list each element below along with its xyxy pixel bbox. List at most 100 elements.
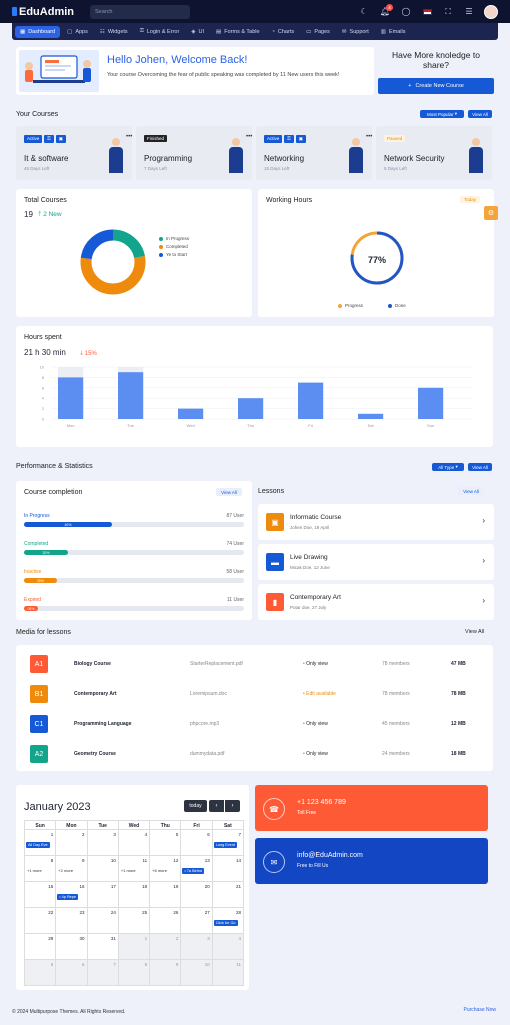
calendar-day[interactable]: 6 xyxy=(56,960,88,986)
calendar-day[interactable]: 12 +6 more xyxy=(150,856,182,882)
calendar-day[interactable]: 10 xyxy=(87,856,119,882)
media-row[interactable]: B1 Contemporary Art Loremipsum.doc • Edit a… xyxy=(16,680,493,710)
calendar-more-link[interactable]: +6 more xyxy=(152,868,167,873)
bar[interactable] xyxy=(58,377,84,419)
calendar-day[interactable]: 10 xyxy=(181,960,213,986)
nav-widgets[interactable]: ☷ Widgets xyxy=(95,26,133,38)
moon-icon[interactable]: ☾ xyxy=(360,7,368,16)
bar[interactable] xyxy=(118,372,144,419)
lesson-item[interactable]: ▬ Live Drawing Micak Doe, 12 June › xyxy=(258,544,494,580)
image-icon[interactable]: ▣ xyxy=(295,135,306,143)
calendar-day[interactable]: 9 xyxy=(150,960,182,986)
calendar-event[interactable]: • 7a Birthd xyxy=(182,868,205,874)
calendar-day[interactable]: 22 xyxy=(25,908,57,934)
calendar-day[interactable]: 6 xyxy=(181,830,213,856)
calendar-event[interactable]: All Day Eve xyxy=(26,842,50,848)
calendar-event[interactable]: • 4p Repe xyxy=(57,894,79,900)
app-logo[interactable]: EduAdmin xyxy=(12,6,90,18)
course-card[interactable]: Active ⚿ ▣ It & software 45 Days Left ••• xyxy=(16,126,132,180)
calendar-day[interactable]: 7 xyxy=(87,960,119,986)
nav-emails[interactable]: ▥ Emails xyxy=(376,26,411,38)
calendar-day[interactable]: 3 xyxy=(181,934,213,960)
more-options-icon[interactable]: ••• xyxy=(246,134,253,140)
lock-icon[interactable]: ⚿ xyxy=(44,135,54,143)
bar[interactable] xyxy=(178,408,204,419)
calendar-day[interactable]: 5 xyxy=(150,830,182,856)
bar[interactable] xyxy=(358,413,384,419)
most-popular-dropdown[interactable]: Most Popular ▾ xyxy=(420,110,464,118)
calendar-day[interactable]: 2 xyxy=(56,830,88,856)
calendar-more-link[interactable]: +2 more xyxy=(58,868,74,873)
calendar-day[interactable]: 9 +2 more xyxy=(56,856,88,882)
calendar-day[interactable]: 3 xyxy=(87,830,119,856)
nav-forms-table[interactable]: ▤ Forms & Table xyxy=(211,26,265,38)
courses-view-all-button[interactable]: View All xyxy=(468,110,492,118)
chevron-right-icon[interactable]: › xyxy=(482,516,485,525)
search-input[interactable]: Search xyxy=(90,4,190,19)
calendar-more-link[interactable]: +1 more xyxy=(120,868,136,873)
course-card[interactable]: Paused Network Security 5 Days Left xyxy=(376,126,492,180)
avatar[interactable] xyxy=(484,4,498,19)
course-card[interactable]: Finished Programming 7 Days Left ••• xyxy=(136,126,252,180)
lock-icon[interactable]: ⚿ xyxy=(284,135,294,143)
calendar-day[interactable]: 1 xyxy=(118,934,151,960)
media-row[interactable]: A1 Biology Course StarterReplacement.pdf • … xyxy=(16,650,493,680)
lessons-view-all-button[interactable]: View All xyxy=(458,487,484,495)
create-course-button[interactable]: + Create New Course xyxy=(378,78,494,94)
today-filter[interactable]: Today xyxy=(460,196,481,203)
calendar-day[interactable]: 28 Click for Go xyxy=(212,908,244,934)
calendar-more-link[interactable]: +1 more xyxy=(27,868,42,873)
calendar-day[interactable]: 20 xyxy=(181,882,213,908)
calendar-day[interactable]: 17 xyxy=(87,882,119,908)
flag-icon[interactable] xyxy=(421,6,433,18)
lesson-item[interactable]: ▮ Contemporary Art Potar doe, 27 July › xyxy=(258,584,494,620)
calendar-day[interactable]: 8 +1 more xyxy=(25,856,57,882)
media-file[interactable]: phpcore.mp3 xyxy=(190,721,220,727)
chevron-right-icon[interactable]: › xyxy=(482,596,485,605)
completion-view-all-button[interactable]: View All xyxy=(216,488,242,496)
calendar-day[interactable]: 4 xyxy=(118,830,151,856)
calendar-day[interactable]: 2 xyxy=(150,934,182,960)
nav-support[interactable]: ✉ Support xyxy=(337,26,374,38)
chevron-right-icon[interactable]: › xyxy=(482,556,485,565)
calendar-day[interactable]: 29 xyxy=(25,934,57,960)
bar[interactable] xyxy=(298,382,324,419)
media-row[interactable]: A2 Geometry Course dummydata.pdf • Only vie… xyxy=(16,740,493,770)
calendar-day[interactable]: 18 xyxy=(118,882,151,908)
calendar-day[interactable]: 5 xyxy=(25,960,57,986)
calendar-day[interactable]: 31 xyxy=(87,934,119,960)
purchase-now-link[interactable]: Purchase Now xyxy=(463,1007,496,1013)
bar[interactable] xyxy=(238,398,264,419)
calendar-day[interactable]: 24 xyxy=(87,908,119,934)
image-icon[interactable]: ▣ xyxy=(55,135,66,143)
next-month-button[interactable]: › xyxy=(225,800,240,812)
settings-gear-icon[interactable]: ⚙ xyxy=(484,206,498,220)
calendar-event[interactable]: Long Event xyxy=(213,842,237,848)
media-file[interactable]: StarterReplacement.pdf xyxy=(190,661,243,667)
calendar-day[interactable]: 4 xyxy=(212,934,244,960)
calendar-day[interactable]: 26 xyxy=(150,908,182,934)
all-type-dropdown[interactable]: All Type ▾ xyxy=(432,463,464,471)
more-options-icon[interactable]: ••• xyxy=(126,134,133,140)
contact-card[interactable]: ☎ +1 123 456 789 Toll Free xyxy=(255,785,488,831)
lesson-item[interactable]: ▣ Informatic Course Johen Doe, 19 April › xyxy=(258,504,494,540)
calendar-day[interactable]: 11 xyxy=(212,960,244,986)
calendar-day[interactable]: 8 xyxy=(118,960,151,986)
chat-icon[interactable]: ◯ xyxy=(401,7,411,16)
performance-view-all-button[interactable]: View All xyxy=(468,463,492,471)
calendar-day[interactable]: 23 xyxy=(56,908,88,934)
nav-pages[interactable]: ▭ Pages xyxy=(301,26,335,38)
today-button[interactable]: today xyxy=(184,800,207,812)
calendar-day[interactable]: 30 xyxy=(56,934,88,960)
bell-icon[interactable]: 🔔︎ 4 xyxy=(379,3,393,18)
calendar-day[interactable]: 16 • 4p Repe xyxy=(56,882,88,908)
media-row[interactable]: C1 Programming Language phpcore.mp3 • Only … xyxy=(16,710,493,740)
calendar-day[interactable]: 11 +1 more xyxy=(118,856,151,882)
calendar-day[interactable]: 14 xyxy=(212,856,244,882)
calendar-day[interactable]: 25 xyxy=(118,908,151,934)
fullscreen-icon[interactable]: ⛶ xyxy=(445,6,451,16)
calendar-event[interactable]: Click for Go xyxy=(213,920,238,926)
media-view-all-link[interactable]: View All xyxy=(465,629,485,635)
contact-card[interactable]: ✉ info@EduAdmin.com Free to Fill Us xyxy=(255,838,488,884)
settings-sliders-icon[interactable]: ☰ xyxy=(465,7,473,16)
